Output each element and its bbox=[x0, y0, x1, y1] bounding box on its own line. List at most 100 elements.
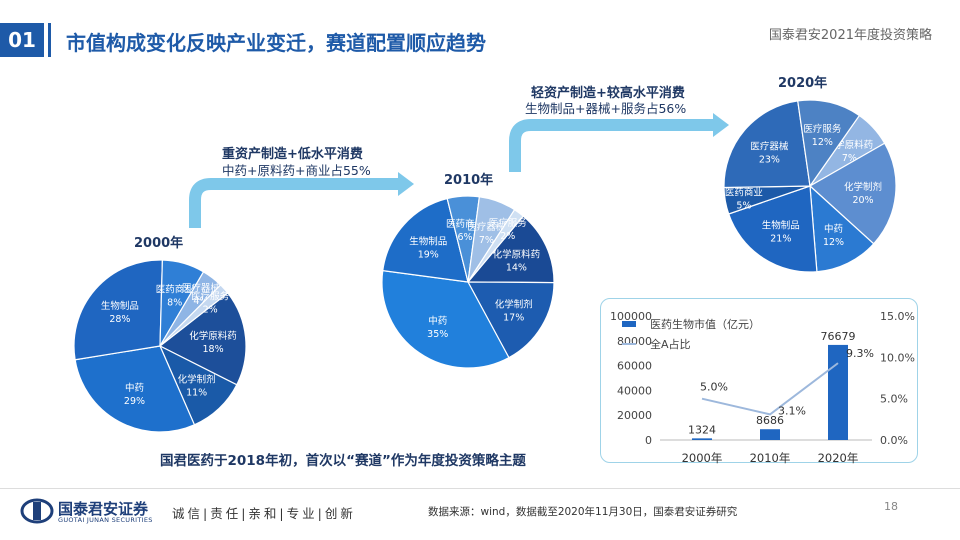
company-values: 诚信|责任|亲和|专业|创新 bbox=[172, 506, 356, 521]
slice-value: 19% bbox=[418, 249, 439, 260]
pie-2000-title: 2000年 bbox=[134, 236, 184, 251]
slice-value: 4% bbox=[193, 296, 208, 307]
slice-label: 生物制品 bbox=[762, 220, 800, 232]
bar-label: 76679 bbox=[821, 330, 856, 343]
pie-slice bbox=[159, 284, 229, 347]
slice-label: 化学制剂 bbox=[178, 374, 216, 386]
x-tick: 2010年 bbox=[750, 451, 791, 465]
slice-value: 2% bbox=[500, 231, 515, 242]
slice-label: 医疗服务 bbox=[191, 290, 230, 302]
pie-slice bbox=[466, 215, 555, 284]
slice-label: 中药 bbox=[428, 315, 447, 327]
y-right-tick: 0.0% bbox=[880, 434, 908, 447]
legend-bar-swatch bbox=[622, 321, 636, 327]
pie-slice bbox=[797, 99, 861, 188]
slice-label: 化学制剂 bbox=[844, 181, 882, 193]
company-name-en: GUOTAI JUNAN SECURITIES bbox=[58, 516, 153, 524]
flow-arrow-2 bbox=[509, 119, 715, 172]
slice-value: 20% bbox=[852, 195, 873, 206]
y-left-tick: 80000 bbox=[617, 335, 652, 348]
slice-label: 医疗器械 bbox=[467, 221, 506, 233]
page-number: 18 bbox=[884, 500, 898, 513]
title-divider bbox=[48, 23, 51, 57]
pie-slice bbox=[73, 259, 164, 361]
slice-label: 化学原料药 bbox=[493, 249, 541, 261]
pie-slice bbox=[727, 185, 818, 273]
report-name: 国泰君安2021年度投资策略 bbox=[768, 28, 932, 43]
slice-label: 医药商业 bbox=[446, 218, 484, 230]
x-tick: 2020年 bbox=[818, 451, 859, 465]
slice-label: 中药 bbox=[824, 223, 843, 235]
slice-value: 12% bbox=[823, 237, 844, 248]
slice-label: 化学原料药 bbox=[189, 330, 237, 342]
slice-value: 2% bbox=[203, 304, 218, 315]
annotation-2-sub: 生物制品+器械+服务占56% bbox=[525, 101, 687, 116]
pie-chart-2000: 化学原料药 18% 化学制剂 11% 中药 29% 生物制品 28% 医药商业 8%医疗器械 4%医… bbox=[73, 259, 247, 433]
slice-label: 化学制剂 bbox=[495, 298, 533, 310]
annotation-1-sub: 中药+原料药+商业占55% bbox=[222, 163, 371, 178]
annotation-2-title: 轻资产制造+较高水平消费 bbox=[531, 86, 685, 101]
legend-bar-label: 医药生物市值（亿元） bbox=[650, 317, 760, 331]
annotation-1-title: 重资产制造+低水平消费 bbox=[222, 147, 363, 162]
x-tick: 2000年 bbox=[682, 451, 723, 465]
pie-chart-2020: 化学原料药7%化学制剂20%中药12%生物制品21%医药商业5%医疗器械23%医… bbox=[723, 99, 897, 273]
slice-value: 7% bbox=[842, 153, 857, 164]
footer-divider bbox=[0, 488, 960, 489]
pie-slice bbox=[382, 197, 469, 283]
data-source: 数据来源：wind，数据截至2020年11月30日，国泰君安证券研究 bbox=[428, 506, 738, 518]
slice-label: 医药商业 bbox=[156, 284, 194, 296]
slice-label: 医药商业 bbox=[725, 187, 763, 199]
slice-value: 18% bbox=[203, 344, 224, 355]
pie-slice bbox=[467, 208, 525, 283]
pie-slice bbox=[809, 184, 875, 273]
y-left-tick: 60000 bbox=[617, 360, 652, 373]
pie-slice bbox=[723, 100, 811, 189]
slice-value: 8% bbox=[167, 298, 182, 309]
slice-value: 17% bbox=[503, 312, 524, 323]
pie-slice bbox=[466, 281, 555, 359]
slice-label: 医疗器械 bbox=[750, 140, 789, 152]
slice-label: 生物制品 bbox=[101, 300, 139, 312]
slice-value: 23% bbox=[759, 154, 780, 165]
slice-label: 中药 bbox=[125, 382, 144, 394]
line-label: 5.0% bbox=[700, 381, 728, 394]
section-number: 01 bbox=[0, 23, 44, 57]
pie-slice bbox=[74, 345, 196, 433]
slice-label: 医疗服务 bbox=[489, 217, 528, 229]
slice-value: 35% bbox=[427, 329, 448, 340]
y-left-tick: 20000 bbox=[617, 409, 652, 422]
company-name: 国泰君安证券 bbox=[58, 500, 149, 518]
highlight-note: 国君医药于2018年初，首次以“赛道”作为年度投资策略主题 bbox=[160, 453, 526, 469]
flow-arrow-2-head bbox=[713, 113, 729, 137]
y-right-tick: 10.0% bbox=[880, 351, 915, 364]
bar bbox=[828, 344, 848, 440]
flow-arrow-1-head bbox=[398, 172, 414, 196]
slice-value: 11% bbox=[186, 388, 207, 399]
bar-line-chart: 0 20000 40000 60000 80000 100000 0.0% 5.0% 10.0%… bbox=[610, 310, 915, 465]
slice-label: 生物制品 bbox=[409, 235, 447, 247]
line-label: 3.1% bbox=[778, 404, 806, 417]
slice-value: 21% bbox=[770, 234, 791, 245]
share-line bbox=[701, 362, 839, 416]
pie-2010-title: 2010年 bbox=[444, 173, 494, 188]
slice-value: 14% bbox=[506, 263, 527, 274]
y-right-tick: 15.0% bbox=[880, 310, 915, 323]
bar-label: 8686 bbox=[756, 414, 784, 427]
slice-value: 29% bbox=[124, 396, 145, 407]
bar-chart-panel bbox=[600, 298, 918, 463]
slice-value: 28% bbox=[109, 314, 130, 325]
pie-slice bbox=[381, 269, 510, 369]
pie-slice bbox=[808, 142, 897, 245]
company-logo-icon bbox=[20, 498, 54, 524]
line-label: 9.3% bbox=[846, 347, 874, 360]
slice-label: 医疗服务 bbox=[803, 123, 842, 135]
slice-value: 5% bbox=[736, 201, 751, 212]
slice-value: 6% bbox=[457, 232, 472, 243]
y-left-tick: 100000 bbox=[610, 310, 652, 323]
slice-value: 7% bbox=[479, 235, 494, 246]
slice-label: 医疗器械 bbox=[182, 282, 221, 294]
bar bbox=[760, 429, 780, 440]
y-right-tick: 5.0% bbox=[880, 393, 908, 406]
bar bbox=[692, 438, 712, 440]
